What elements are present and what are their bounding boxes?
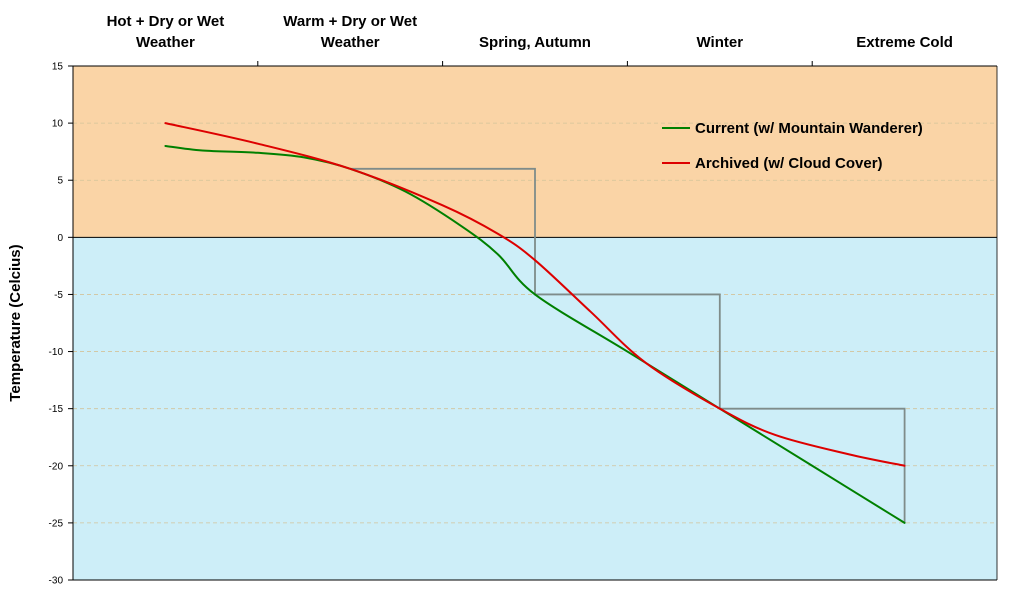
series-line-1 — [164, 122, 906, 467]
y-tick-label: -15 — [49, 404, 64, 415]
y-tick-label: 10 — [52, 119, 64, 130]
y-tick-label: -5 — [54, 290, 63, 301]
legend-label: Archived (w/ Cloud Cover) — [695, 155, 883, 172]
threshold-step-line — [350, 167, 906, 523]
y-tick-label: -10 — [49, 347, 64, 358]
y-tick-label: 5 — [57, 176, 63, 187]
y-tick-label: 0 — [57, 233, 63, 244]
temperature-bands — [73, 66, 997, 581]
y-tick-label: -25 — [49, 518, 64, 529]
category-labels: Hot + Dry or Wet Weather Warm + Dry or Wet… — [107, 13, 953, 66]
legend: Current (w/ Mountain Wanderer) Archived (… — [662, 120, 923, 172]
series-line-0 — [164, 144, 906, 524]
category-label: Weather — [321, 34, 380, 51]
series-lines — [164, 122, 906, 524]
category-label: Winter — [697, 34, 744, 51]
legend-label: Current (w/ Mountain Wanderer) — [695, 120, 923, 137]
category-label: Extreme Cold — [856, 34, 953, 51]
category-label: Warm + Dry or Wet — [283, 13, 417, 30]
category-label: Hot + Dry or Wet — [107, 13, 225, 30]
threshold-step — [350, 167, 906, 523]
category-label: Spring, Autumn — [479, 34, 591, 51]
y-axis-label: Temperature (Celcius) — [7, 244, 24, 401]
y-tick-label: -20 — [49, 461, 64, 472]
axes — [72, 65, 998, 581]
category-label: Weather — [136, 34, 195, 51]
y-tick-label: -30 — [49, 576, 64, 587]
y-tick-label: 15 — [52, 62, 64, 73]
y-axis-ticks: 15 10 5 0 -5 -10 -15 -20 -25 -30 — [49, 62, 73, 587]
